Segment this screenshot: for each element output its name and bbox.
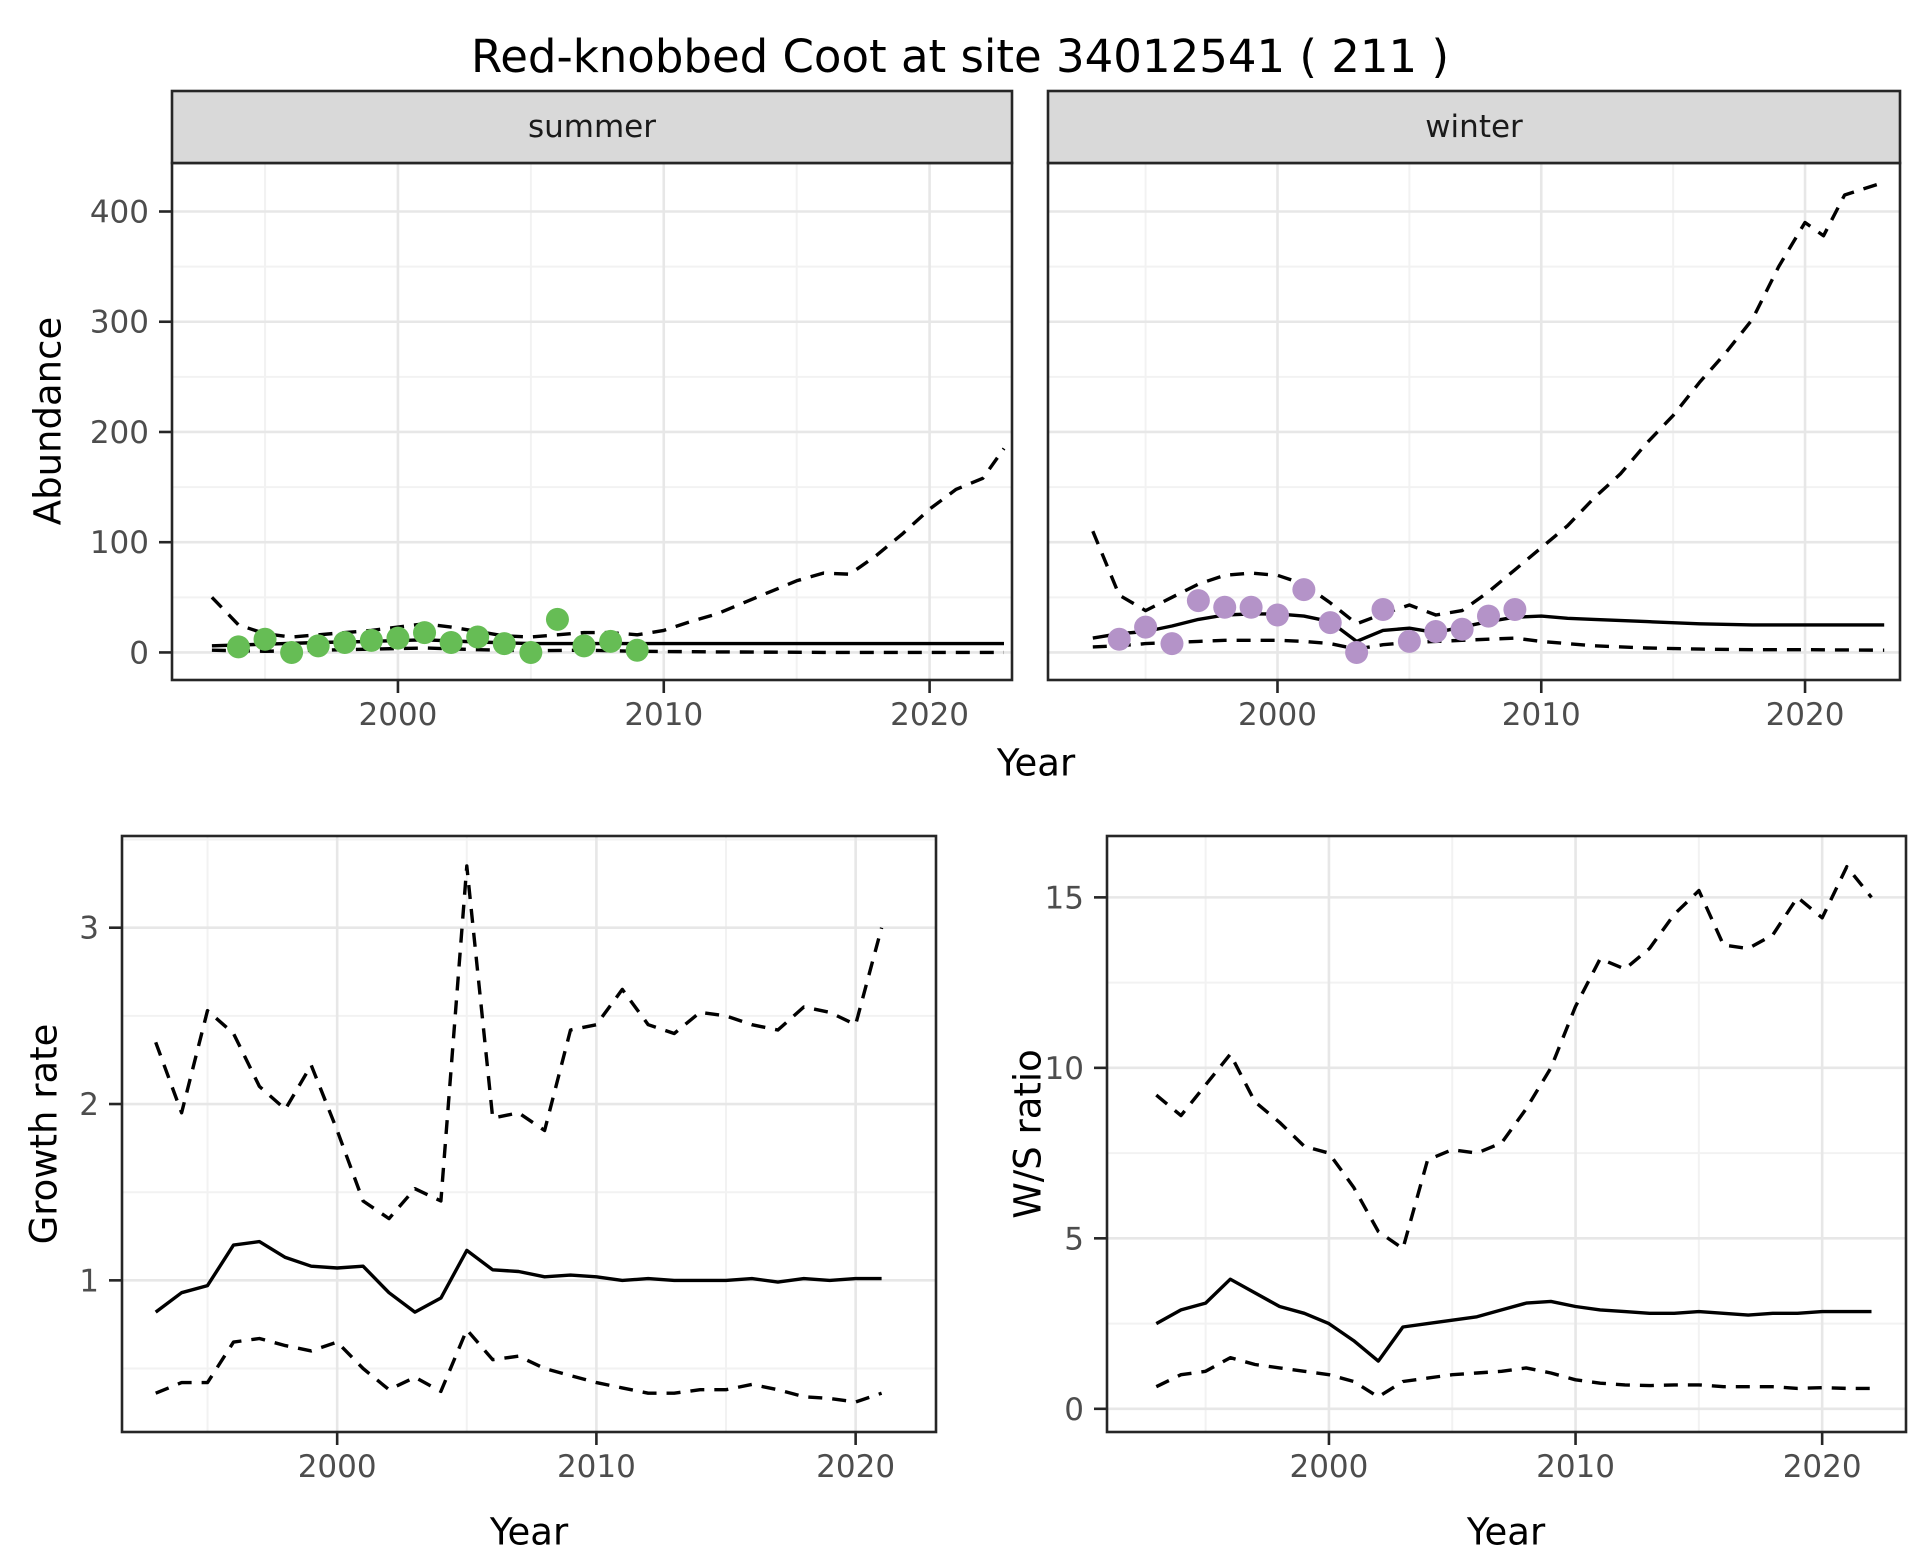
data-point-observed (359, 628, 383, 652)
series-line-median (154, 1239, 882, 1314)
data-point-observed (1424, 619, 1448, 643)
x-axis-title-year-growth: Year (489, 1510, 569, 1554)
y-axis-title-ws-ratio: W/S ratio (1006, 1049, 1050, 1219)
data-point-observed (253, 627, 277, 651)
data-point-observed (333, 631, 357, 655)
facet-strip (170, 89, 1014, 165)
y-tick-label: 0 (129, 635, 149, 671)
data-point-observed (439, 631, 463, 655)
x-tick-label: 2010 (1502, 697, 1581, 733)
data-point-observed (1371, 597, 1395, 621)
series-line-median (1155, 1277, 1872, 1363)
data-point-observed (1160, 632, 1184, 656)
y-tick-label: 0 (1064, 1392, 1084, 1428)
panel-background (122, 836, 936, 1432)
data-point-observed (1265, 603, 1289, 627)
series-line-upper_ci (154, 864, 884, 1221)
data-point-observed (1345, 640, 1369, 664)
x-tick-label: 2020 (816, 1449, 895, 1485)
x-tick-label: 2020 (1783, 1449, 1862, 1485)
panel-background (172, 163, 1012, 680)
data-point-observed (599, 629, 623, 653)
data-point-observed (466, 625, 490, 649)
data-point-observed (492, 632, 516, 656)
series-line-median (1092, 612, 1885, 644)
facet-label-summer: summer (527, 109, 657, 145)
data-point-observed (413, 621, 437, 645)
data-point-observed (1318, 611, 1342, 635)
data-point-observed (226, 635, 250, 659)
x-axis-title-year-ws: Year (1466, 1510, 1546, 1554)
data-point-observed (1477, 604, 1501, 628)
y-tick-label: 100 (90, 525, 149, 561)
y-tick-label: 3 (79, 911, 99, 947)
y-axis-title-growth-rate: Growth rate (22, 1023, 66, 1245)
x-tick-label: 2000 (298, 1449, 377, 1485)
x-tick-label: 2020 (890, 697, 969, 733)
series-line-lower_ci (1155, 1355, 1872, 1399)
y-tick-label: 400 (90, 195, 149, 231)
data-point-observed (386, 626, 410, 650)
y-axis-title-abundance: Abundance (26, 316, 70, 526)
chart-title: Red-knobbed Coot at site 34012541 ( 211 … (470, 30, 1450, 83)
data-point-observed (306, 634, 330, 658)
x-axis-title-year-top: Year (996, 741, 1076, 785)
data-point-observed (1450, 617, 1474, 641)
facet-strip (1046, 89, 1902, 165)
data-point-observed (1397, 629, 1421, 653)
data-point-observed (1213, 595, 1237, 619)
x-tick-label: 2020 (1766, 697, 1845, 733)
data-point-observed (1186, 589, 1210, 613)
panel-border (1105, 834, 1908, 1434)
data-point-observed (572, 634, 596, 658)
y-tick-label: 300 (90, 305, 149, 341)
y-tick-label: 10 (1045, 1051, 1084, 1087)
x-tick-label: 2010 (624, 697, 703, 733)
data-point-observed (625, 638, 649, 662)
x-tick-label: 2010 (1536, 1449, 1615, 1485)
data-point-observed (1134, 615, 1158, 639)
y-tick-label: 200 (90, 415, 149, 451)
x-tick-label: 2000 (1238, 697, 1317, 733)
y-tick-label: 5 (1064, 1221, 1084, 1257)
data-point-observed (1107, 627, 1131, 651)
data-point-observed (1503, 597, 1527, 621)
x-tick-label: 2000 (1289, 1449, 1368, 1485)
y-tick-label: 2 (79, 1087, 99, 1123)
data-point-observed (280, 640, 304, 664)
data-point-observed (1239, 595, 1263, 619)
series-line-lower_ci (155, 1327, 883, 1404)
x-tick-label: 2010 (557, 1449, 636, 1485)
facet-label-winter: winter (1425, 109, 1523, 145)
y-tick-label: 1 (79, 1263, 99, 1299)
data-point-observed (545, 607, 569, 631)
x-tick-label: 2000 (358, 697, 437, 733)
data-point-observed (519, 640, 543, 664)
y-tick-label: 15 (1045, 880, 1084, 916)
panel-border (120, 834, 938, 1434)
data-point-observed (1292, 578, 1316, 602)
